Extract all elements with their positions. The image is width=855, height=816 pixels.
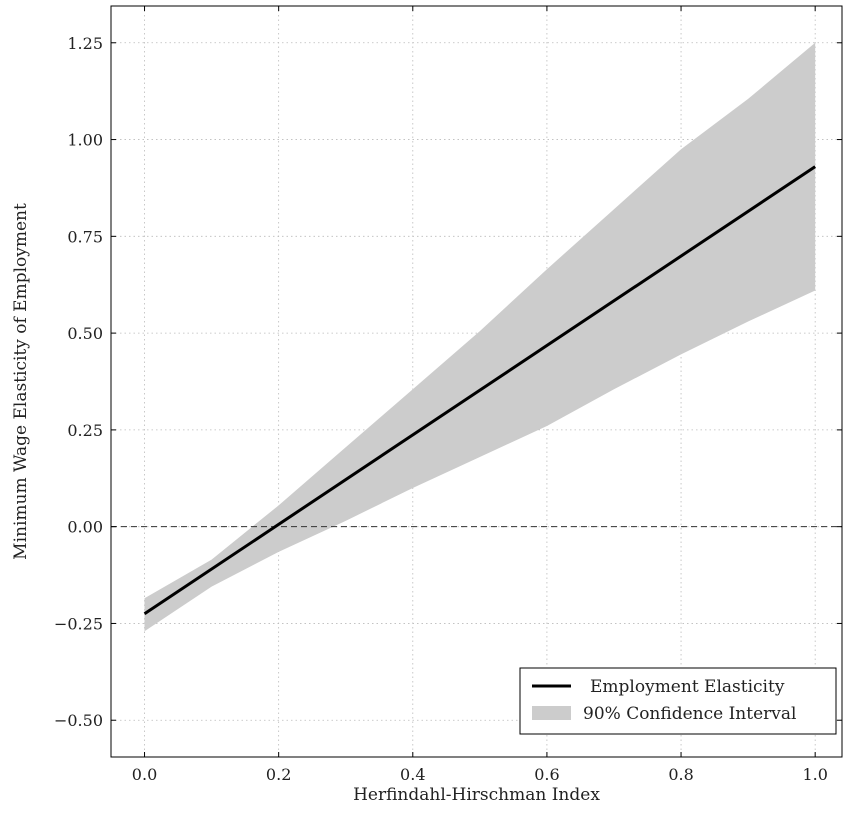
x-tick-label: 0.6 (534, 765, 559, 784)
confidence-band-layer (144, 42, 816, 632)
y-tick-label: 1.25 (67, 34, 103, 53)
plot-frame (110, 5, 843, 758)
axis-ticks: 0.0 0.2 0.4 0.6 0.8 1.0 −0.50 −0.25 0.00 0.25 0.50… (54, 6, 842, 784)
x-axis-label: Herfindahl-Hirschman Index (353, 785, 600, 805)
legend-box (519, 667, 837, 735)
elasticity-line-layer (143, 165, 817, 616)
x-tick-label: 0.4 (400, 765, 425, 784)
legend-band-swatch (532, 706, 571, 720)
x-tick-label: 0.0 (132, 765, 157, 784)
legend-line-label: Employment Elasticity (590, 677, 785, 697)
y-tick-label: 0.25 (67, 421, 103, 440)
y-tick-label: 0.50 (67, 324, 103, 343)
y-tick-label: 0.00 (67, 518, 103, 537)
y-tick-label: 0.75 (67, 227, 103, 246)
y-tick-label: 1.00 (67, 131, 103, 150)
employment-elasticity-line (143, 165, 817, 616)
legend: Employment Elasticity 90% Confidence Int… (519, 667, 837, 735)
x-tick-label: 0.2 (266, 765, 291, 784)
x-tick-label: 1.0 (802, 765, 827, 784)
y-axis-label: Minimum Wage Elasticity of Employment (11, 203, 31, 560)
y-tick-label: −0.50 (54, 711, 103, 730)
confidence-band (144, 42, 816, 632)
legend-band-label: 90% Confidence Interval (583, 704, 796, 724)
y-tick-label: −0.25 (54, 614, 103, 633)
x-tick-label: 0.8 (668, 765, 693, 784)
